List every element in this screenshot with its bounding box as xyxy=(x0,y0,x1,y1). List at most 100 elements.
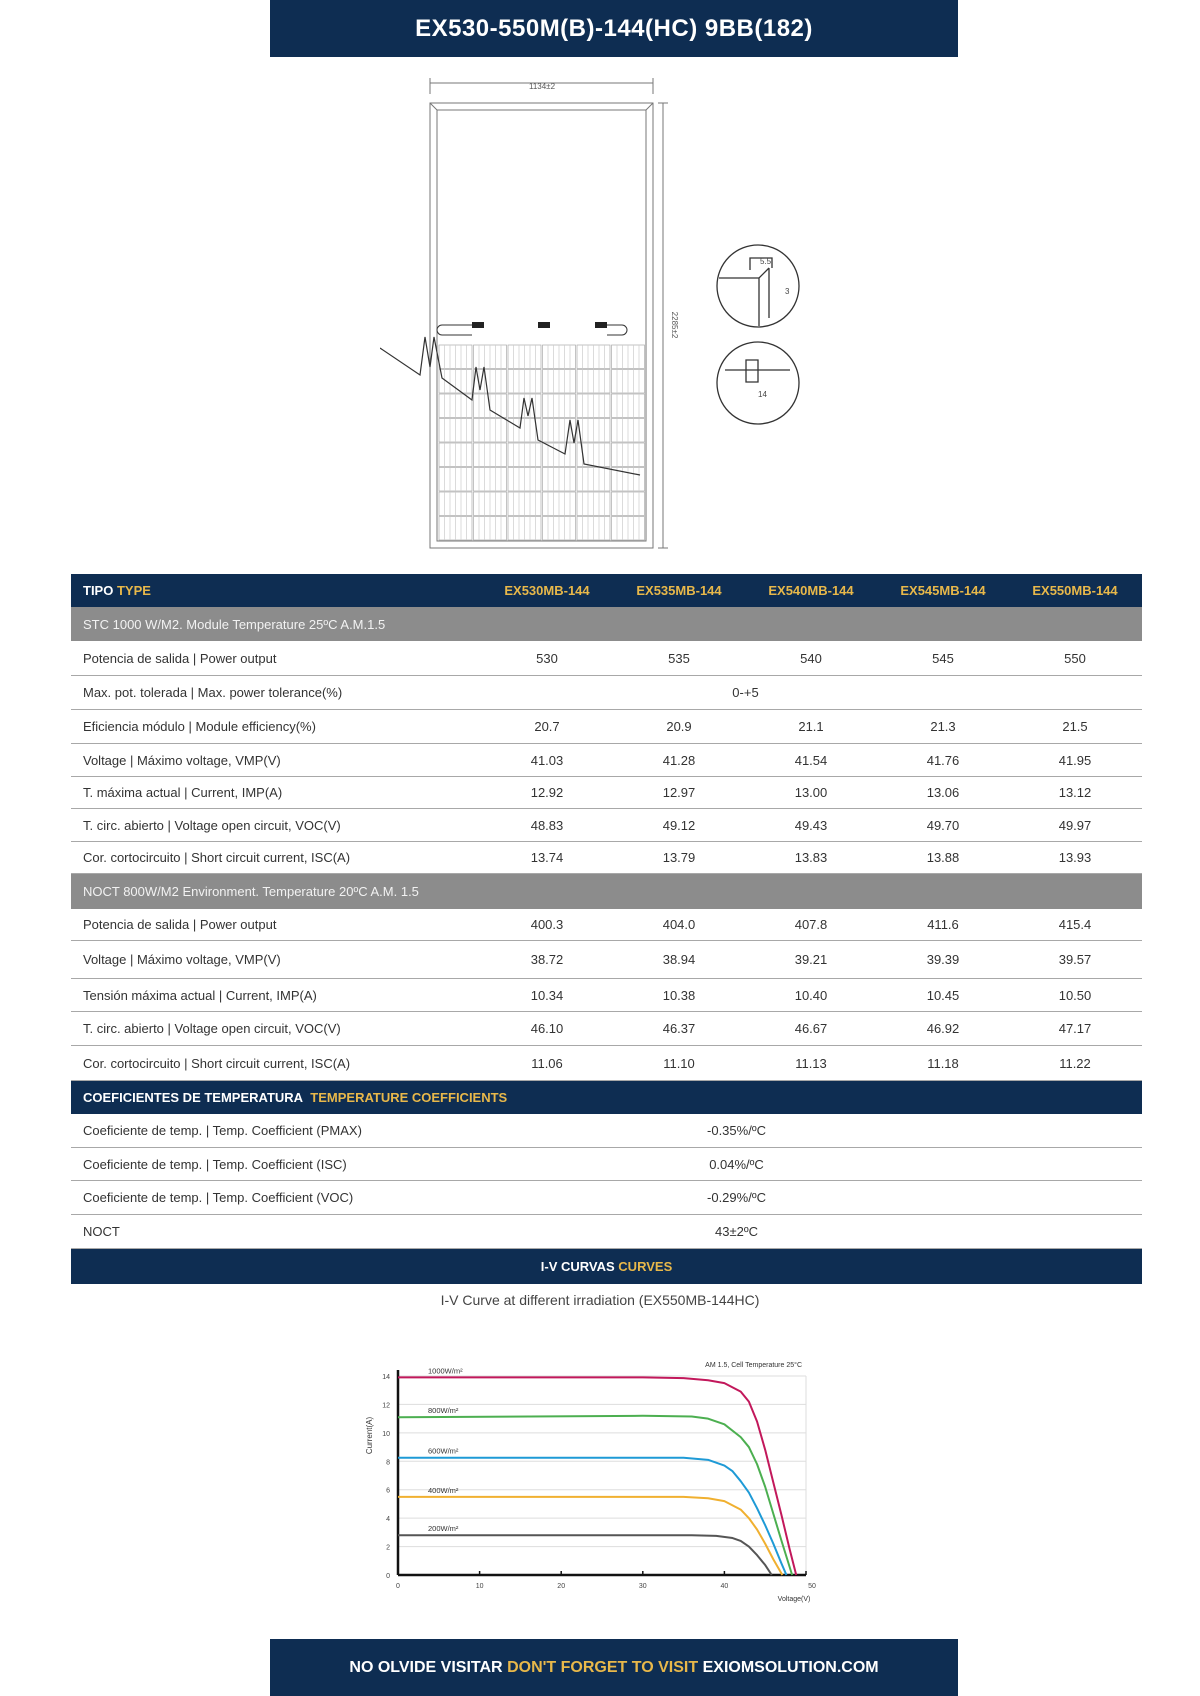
series-line xyxy=(397,1414,794,1576)
cell-value: 12.97 xyxy=(662,785,696,800)
series-label: 200W/m² xyxy=(428,1524,459,1533)
cell-value: 13.79 xyxy=(662,850,696,865)
cell-value: 20.9 xyxy=(666,719,692,734)
cell-value: 47.17 xyxy=(1058,1021,1092,1036)
table-row: Coeficiente de temp. | Temp. Coefficient… xyxy=(71,1148,1142,1181)
cell-value: 11.22 xyxy=(1059,1055,1091,1071)
y-tick-label: 10 xyxy=(382,1431,390,1438)
cell-value: 13.74 xyxy=(530,850,564,865)
row-label: Voltage | Máximo voltage, VMP(V) xyxy=(83,952,281,967)
cell-value: 13.83 xyxy=(794,850,828,865)
series-label: 800W/m² xyxy=(428,1406,459,1415)
cell-value: 535 xyxy=(668,650,690,666)
cell-value: -0.29%/ºC xyxy=(707,1190,766,1205)
footer-text: NO OLVIDE VISITAR xyxy=(349,1658,503,1676)
cell-value: 21.1 xyxy=(798,719,824,734)
cell-value: -0.35%/ºC xyxy=(707,1123,766,1138)
cell-value: 41.03 xyxy=(530,752,564,768)
x-tick-label: 50 xyxy=(808,1583,816,1590)
page-title: EX530-550M(B)-144(HC) 9BB(182) xyxy=(270,0,958,57)
table-row: Cor. cortocircuito | Short circuit curre… xyxy=(71,842,1142,874)
row-label: T. circ. abierto | Voltage open circuit,… xyxy=(83,1021,341,1036)
table-row: Potencia de salida | Power output 400.3 40… xyxy=(71,909,1142,941)
cell-value: 49.70 xyxy=(926,817,960,833)
stc-section-header: STC 1000 W/M2. Module Temperature 25ºC A… xyxy=(71,607,1142,641)
cell-value: 550 xyxy=(1064,650,1086,666)
model-header: EX545MB-144 xyxy=(900,583,986,598)
cell-value: 46.92 xyxy=(926,1021,960,1036)
cell-value: 41.28 xyxy=(662,752,696,768)
cell-value: 49.97 xyxy=(1058,817,1092,833)
cell-value: 13.00 xyxy=(794,785,828,800)
cell-value: 400.3 xyxy=(530,917,564,932)
y-tick-label: 12 xyxy=(382,1402,390,1409)
row-label: T. circ. abierto | Voltage open circuit,… xyxy=(83,817,341,833)
row-label: Cor. cortocircuito | Short circuit curre… xyxy=(83,1055,351,1071)
cell-value: 41.54 xyxy=(794,752,828,768)
coef-section-header: COEFICIENTES DE TEMPERATURA TEMPERATURE … xyxy=(71,1081,1142,1114)
table-row: NOCT 43±2ºC xyxy=(71,1215,1142,1249)
cell-value: 10.50 xyxy=(1058,987,1092,1003)
table-row: Coeficiente de temp. | Temp. Coefficient… xyxy=(71,1181,1142,1215)
table-row: Coeficiente de temp. | Temp. Coefficient… xyxy=(71,1114,1142,1148)
x-tick-label: 0 xyxy=(396,1583,400,1590)
cell-value: 415.4 xyxy=(1058,917,1092,932)
cell-value: 39.39 xyxy=(926,952,960,967)
model-header: EX540MB-144 xyxy=(768,583,854,598)
table-header: TIPO TYPE EX530MB-144 EX535MB-144 EX540M… xyxy=(71,574,1142,607)
noct-section-header: NOCT 800W/M2 Environment. Temperature 20… xyxy=(71,874,1142,909)
table-row: Potencia de salida | Power output 530 535 5… xyxy=(71,641,1142,676)
cell-value: 540 xyxy=(800,650,822,666)
model-header: EX530MB-144 xyxy=(504,583,590,598)
cell-value: 11.06 xyxy=(531,1055,563,1071)
table-row: Voltage | Máximo voltage, VMP(V) 41.03 41.… xyxy=(71,744,1142,777)
iv-title: I-V CURVAS xyxy=(540,1259,615,1274)
footer-website-link[interactable]: EXIOMSOLUTION.COM xyxy=(702,1658,879,1676)
series-line xyxy=(398,1456,788,1576)
coef-title: COEFICIENTES DE TEMPERATURA xyxy=(83,1090,304,1105)
cell-value: 12.92 xyxy=(530,785,564,800)
footer-banner: NO OLVIDE VISITAR DON'T FORGET TO VISIT … xyxy=(270,1639,958,1696)
row-label: Eficiencia módulo | Module efficiency(%) xyxy=(83,719,316,734)
iv-title-en: CURVES xyxy=(618,1259,673,1274)
series-line xyxy=(398,1534,773,1576)
footer-text-en: DON'T FORGET TO VISIT xyxy=(507,1658,699,1676)
cell-value: 41.95 xyxy=(1058,752,1092,768)
cell-value: 0.04%/ºC xyxy=(709,1156,764,1172)
series-line xyxy=(398,1495,784,1576)
series-label: 400W/m² xyxy=(428,1486,459,1495)
cell-value: 39.57 xyxy=(1058,952,1092,967)
y-tick-label: 0 xyxy=(386,1573,390,1580)
type-label-en: TYPE xyxy=(116,583,151,598)
series-label: 1000W/m² xyxy=(428,1366,463,1375)
y-tick-label: 8 xyxy=(386,1459,390,1466)
row-label: Coeficiente de temp. | Temp. Coefficient… xyxy=(83,1190,354,1205)
table-row: T. circ. abierto | Voltage open circuit,… xyxy=(71,1012,1142,1046)
cell-value: 49.43 xyxy=(794,817,828,833)
detail1-dim: 3 xyxy=(785,287,790,296)
iv-curve-chart: 0 2 4 6 8 10 12 14 0 10 20 30 40 50 1000W/m² 800W/m² 600… xyxy=(365,1361,816,1603)
x-axis-label: Voltage(V) xyxy=(778,1596,811,1603)
iv-section-header: I-V CURVAS CURVES xyxy=(71,1249,1142,1284)
model-header: EX550MB-144 xyxy=(1032,583,1118,598)
cell-value: 41.76 xyxy=(926,752,960,768)
panel-dimension-drawing: 1134±2 2285±2 5.5 3 14 xyxy=(380,78,800,549)
x-tick-label: 40 xyxy=(721,1583,729,1590)
row-label: Tensión máxima actual | Current, IMP(A) xyxy=(83,987,317,1003)
detail2-dim: 14 xyxy=(758,390,767,399)
cell-value: 10.45 xyxy=(926,987,960,1003)
cell-value: 13.06 xyxy=(926,785,960,800)
cell-value: 411.6 xyxy=(927,917,959,932)
cell-value: 21.3 xyxy=(930,719,956,734)
cell-value: 13.93 xyxy=(1058,850,1092,865)
cell-value: 13.12 xyxy=(1058,785,1092,800)
row-label: Voltage | Máximo voltage, VMP(V) xyxy=(83,752,281,768)
iv-subtitle: I-V Curve at different irradiation (EX55… xyxy=(440,1292,760,1308)
cell-value: 11.10 xyxy=(663,1055,695,1071)
model-header: EX535MB-144 xyxy=(636,583,722,598)
cell-value: 530 xyxy=(536,650,558,666)
detail1-dim: 5.5 xyxy=(760,257,772,266)
table-row: T. circ. abierto | Voltage open circuit,… xyxy=(71,809,1142,842)
cell-value: 38.94 xyxy=(662,952,696,967)
row-label: Coeficiente de temp. | Temp. Coefficient… xyxy=(83,1156,347,1172)
